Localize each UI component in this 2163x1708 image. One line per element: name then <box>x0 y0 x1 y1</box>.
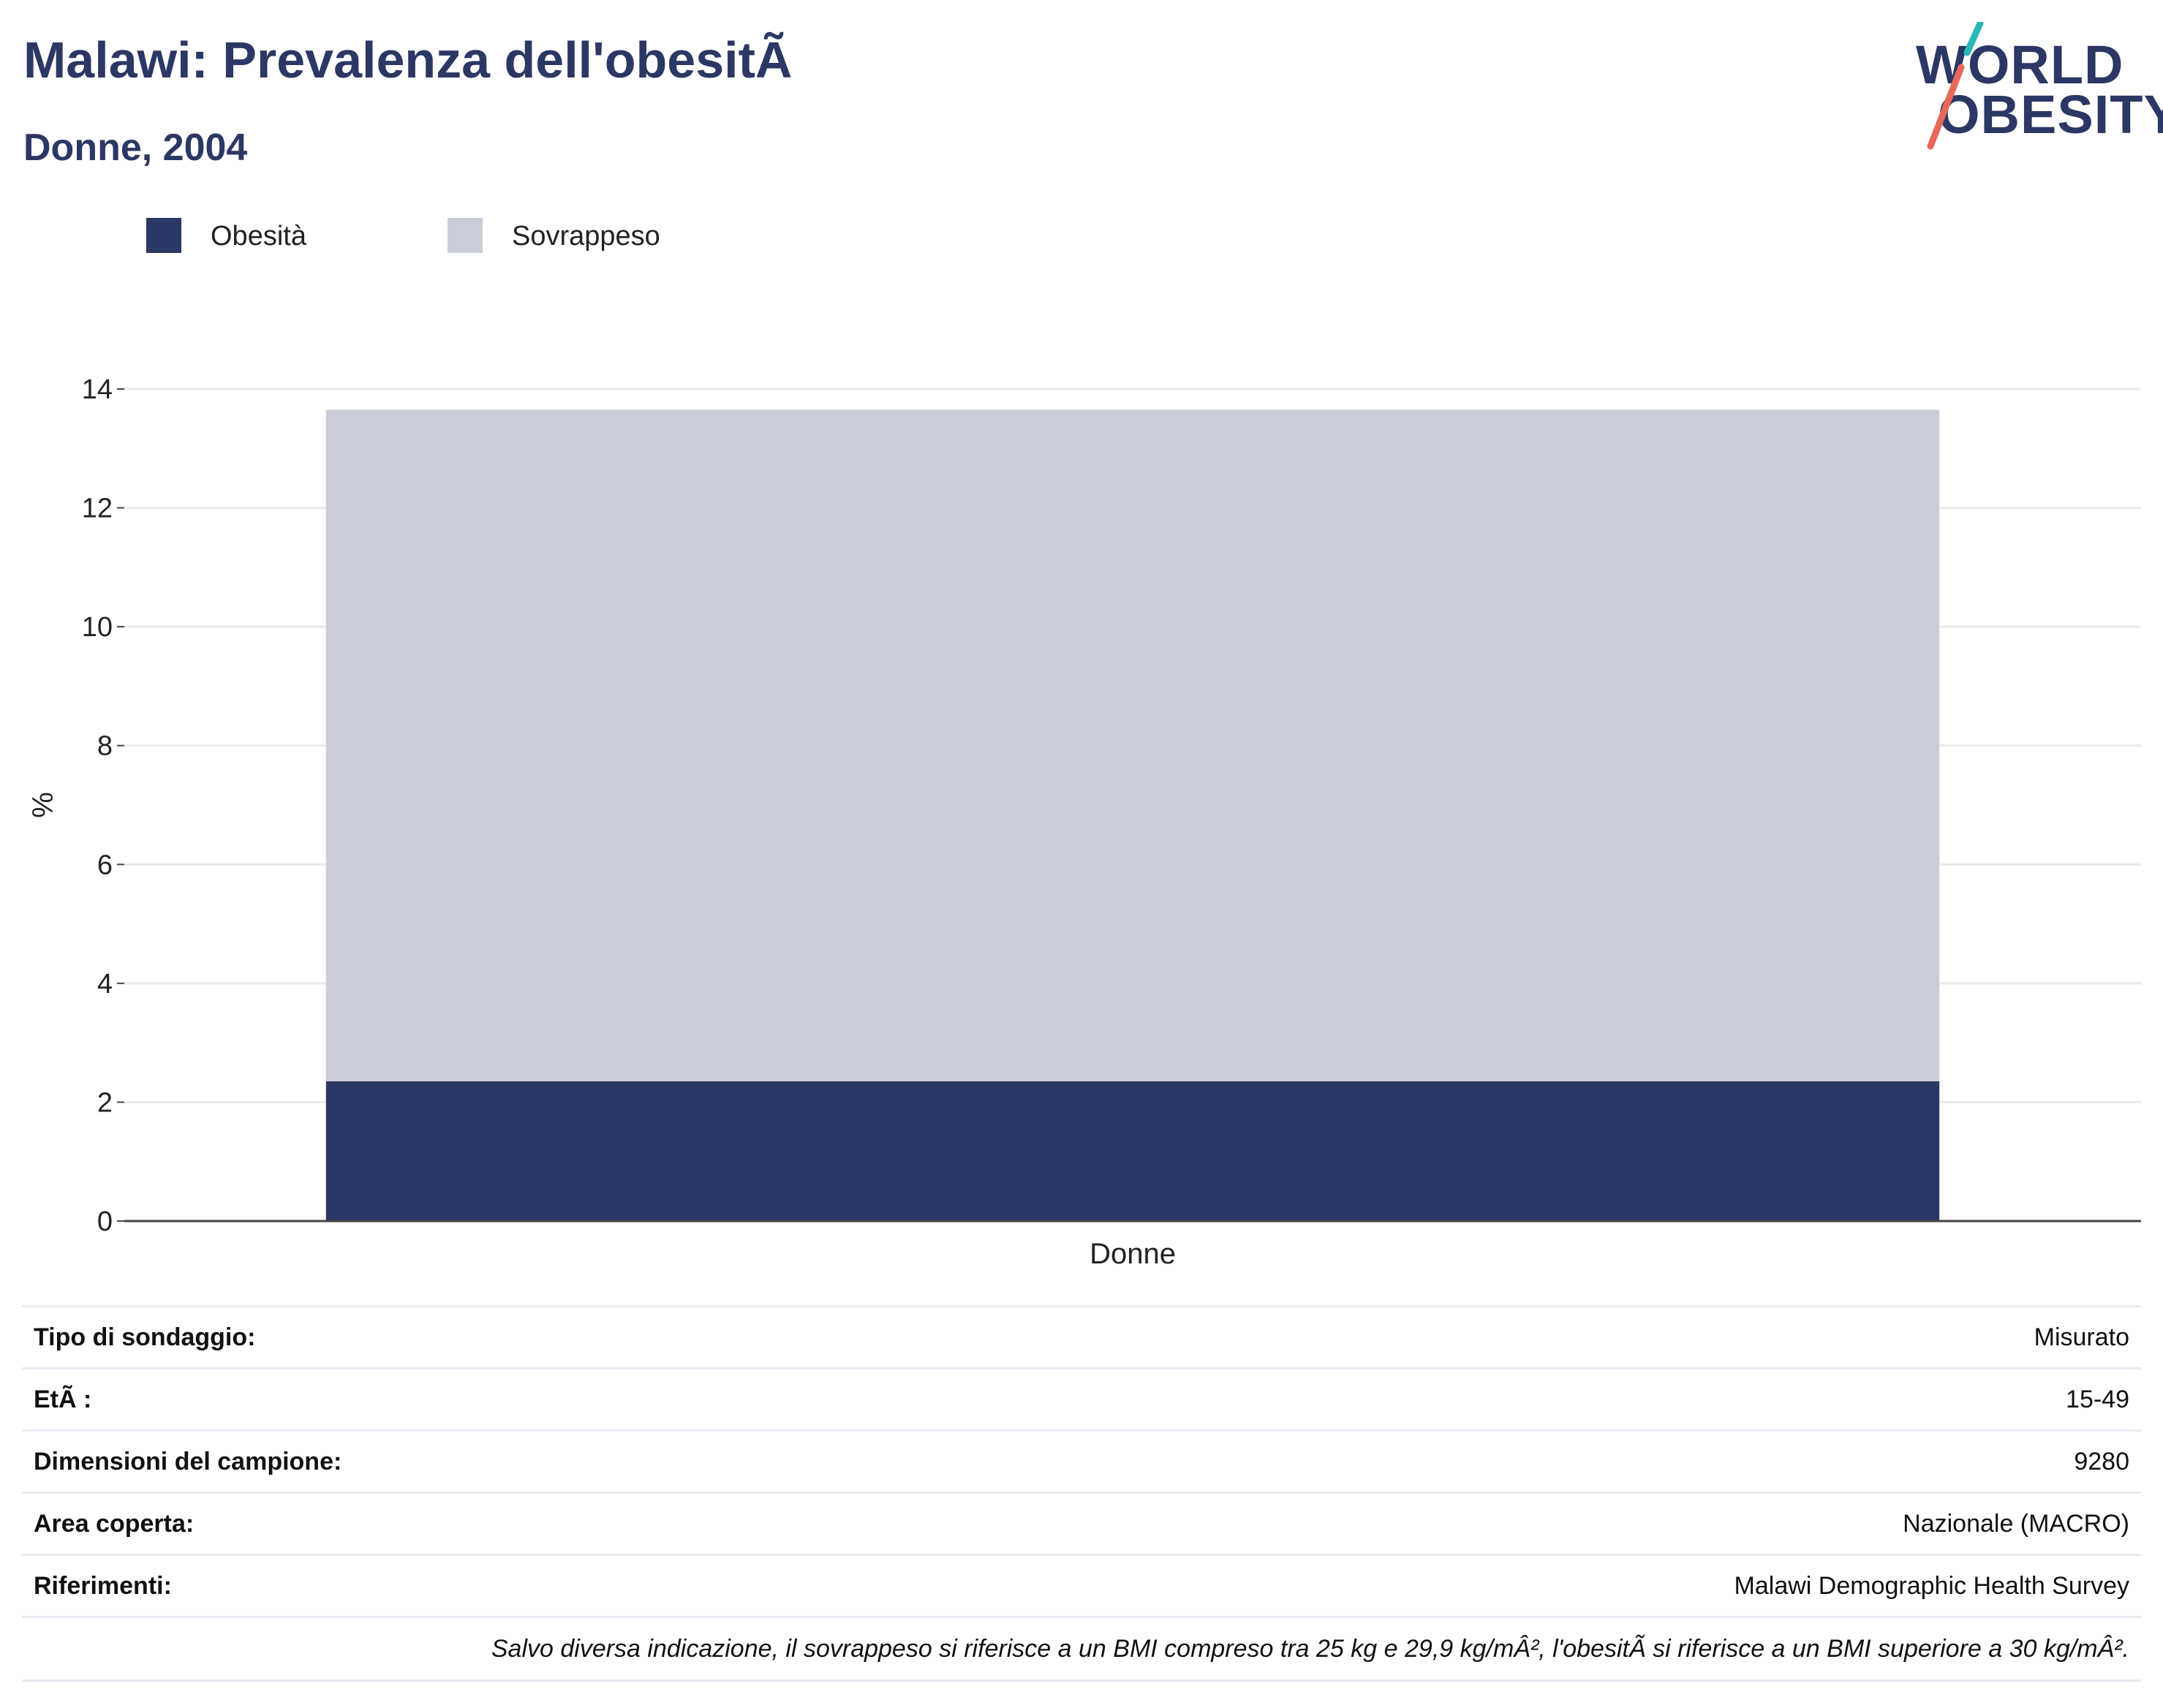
footnote: Salvo diversa indicazione, il sovrappeso… <box>22 1617 2141 1682</box>
logo-line-2: OBESITY <box>1938 84 2163 145</box>
legend-label: Sovrappeso <box>512 221 660 252</box>
y-tick-label: 6 <box>97 850 113 880</box>
table-row: Riferimenti: Malawi Demographic Health S… <box>22 1554 2141 1618</box>
table-row: EtÃ : 15-49 <box>22 1368 2141 1432</box>
logo-line-1: WORLD <box>1916 34 2124 95</box>
y-axis-label: % <box>27 792 59 818</box>
info-value: 9280 <box>958 1430 2141 1494</box>
chart-subtitle: Donne, 2004 <box>23 126 248 169</box>
legend-swatch <box>448 218 483 253</box>
world-obesity-logo: WORLD OBESITY <box>1909 22 2163 154</box>
table-row: Area coperta: Nazionale (MACRO) <box>22 1492 2141 1556</box>
y-tick-label: 14 <box>82 374 113 405</box>
chart-title: Malawi: Prevalenza dell'obesitÃ <box>23 31 793 88</box>
info-value: 15-49 <box>958 1368 2141 1432</box>
info-label: Dimensioni del campione: <box>22 1430 959 1494</box>
info-value: Malawi Demographic Health Survey <box>958 1554 2141 1618</box>
info-label: Area coperta: <box>22 1492 959 1556</box>
info-value: Nazionale (MACRO) <box>958 1492 2141 1556</box>
chart-bars <box>325 409 1940 1221</box>
y-tick-label: 4 <box>97 969 113 1000</box>
bar-chart: 0 2 4 6 8 10 12 14 Donne% <box>27 374 2141 1270</box>
x-tick-label: Donne <box>1090 1238 1176 1270</box>
legend-label: Obesità <box>211 221 306 252</box>
info-label: Riferimenti: <box>22 1554 959 1618</box>
chart-axes: 0 2 4 6 8 10 12 14 Donne% <box>27 374 2141 1270</box>
y-tick-label: 8 <box>97 731 113 762</box>
bar-segment <box>325 1081 1940 1221</box>
table-row: Dimensioni del campione: 9280 <box>22 1430 2141 1494</box>
y-tick-label: 0 <box>97 1206 113 1237</box>
info-value: Misurato <box>958 1305 2141 1369</box>
y-tick-label: 2 <box>97 1087 113 1118</box>
survey-info-table: Tipo di sondaggio: Misurato EtÃ : 15-49 … <box>22 1305 2141 1682</box>
bar-segment <box>325 409 1940 1081</box>
info-label: Tipo di sondaggio: <box>22 1305 959 1369</box>
table-row: Salvo diversa indicazione, il sovrappeso… <box>22 1617 2141 1682</box>
info-label: EtÃ : <box>22 1368 959 1432</box>
y-tick-label: 10 <box>82 612 113 643</box>
y-tick-label: 12 <box>82 494 113 524</box>
table-row: Tipo di sondaggio: Misurato <box>22 1305 2141 1369</box>
legend-swatch <box>146 218 181 253</box>
logo-slash-icon <box>1927 22 1984 150</box>
